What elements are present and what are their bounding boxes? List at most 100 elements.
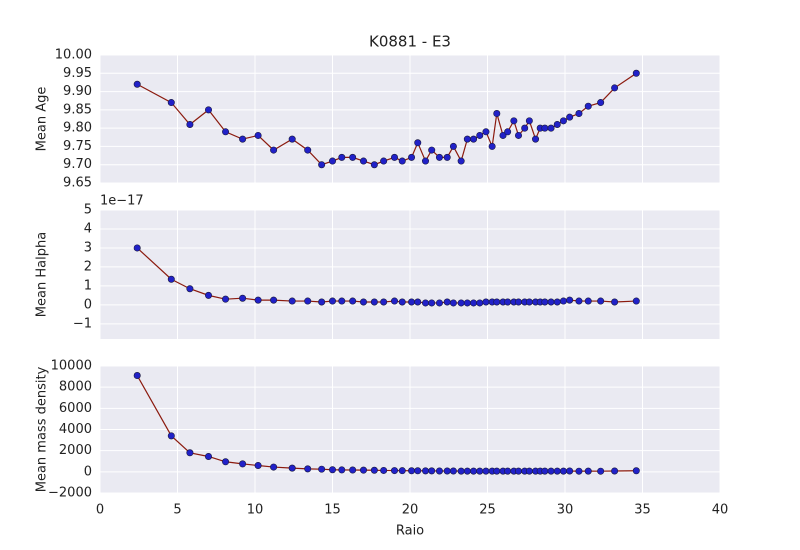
- data-point: [493, 467, 501, 475]
- data-point: [547, 467, 555, 475]
- y-tick-label: 3: [84, 240, 92, 255]
- y-tick-label: 8000: [59, 380, 92, 395]
- data-point: [304, 465, 312, 473]
- data-point: [443, 298, 451, 306]
- data-point: [133, 372, 141, 380]
- data-point: [370, 466, 378, 474]
- data-point: [597, 467, 605, 475]
- data-point: [380, 298, 388, 306]
- data-point: [167, 99, 175, 107]
- data-point: [553, 467, 561, 475]
- data-point: [390, 467, 398, 475]
- data-point: [421, 467, 429, 475]
- x-tick-label: 0: [96, 503, 104, 518]
- data-point: [270, 296, 278, 304]
- y-tick-label: 2000: [59, 443, 92, 458]
- data-point: [476, 467, 484, 475]
- data-point: [449, 299, 457, 307]
- data-point: [133, 80, 141, 88]
- data-point: [463, 299, 471, 307]
- data-point: [510, 117, 518, 125]
- data-point: [632, 467, 640, 475]
- data-point: [167, 432, 175, 440]
- y-tick-label: 9.90: [63, 84, 92, 99]
- data-point: [566, 296, 574, 304]
- y-tick-label: 9.95: [63, 66, 92, 81]
- y-tick-label: 5: [84, 203, 92, 218]
- data-point: [575, 297, 583, 305]
- data-point: [288, 464, 296, 472]
- data-point: [470, 299, 478, 307]
- data-point: [482, 128, 490, 136]
- y-tick-label: 9.70: [63, 157, 92, 172]
- x-axis-label: Raio: [396, 524, 424, 539]
- data-point: [504, 128, 512, 136]
- data-point: [359, 298, 367, 306]
- data-point: [575, 110, 583, 118]
- x-tick-label: 30: [557, 503, 574, 518]
- data-point: [398, 157, 406, 165]
- data-point: [239, 135, 247, 143]
- data-point: [254, 131, 262, 139]
- y-tick-label: 0: [84, 464, 92, 479]
- data-point: [514, 131, 522, 139]
- data-point: [414, 139, 422, 147]
- data-point: [521, 124, 529, 132]
- data-point: [428, 299, 436, 307]
- y-tick-label: 2: [84, 259, 92, 274]
- data-point: [482, 298, 490, 306]
- data-point: [457, 157, 465, 165]
- data-point: [359, 157, 367, 165]
- data-point: [553, 298, 561, 306]
- data-point: [421, 299, 429, 307]
- data-point: [167, 275, 175, 283]
- data-point: [398, 467, 406, 475]
- x-tick-label: 40: [712, 503, 729, 518]
- data-point: [328, 466, 336, 474]
- data-point: [443, 467, 451, 475]
- data-point: [435, 153, 443, 161]
- data-point: [525, 467, 533, 475]
- data-point: [318, 161, 326, 169]
- data-point: [349, 153, 357, 161]
- data-point: [457, 299, 465, 307]
- data-point: [525, 298, 533, 306]
- data-point: [435, 299, 443, 307]
- data-point: [575, 467, 583, 475]
- data-point: [611, 467, 619, 475]
- data-point: [390, 297, 398, 305]
- y-tick-label: 4000: [59, 422, 92, 437]
- data-point: [514, 298, 522, 306]
- data-point: [414, 298, 422, 306]
- data-point: [133, 244, 141, 252]
- data-point: [547, 298, 555, 306]
- data-point: [541, 124, 549, 132]
- data-point: [611, 298, 619, 306]
- data-point: [504, 467, 512, 475]
- offset-text: 1e−17: [100, 194, 144, 209]
- y-tick-label: 0: [84, 297, 92, 312]
- data-point: [186, 120, 194, 128]
- data-point: [611, 84, 619, 92]
- y-tick-label: 10.00: [55, 48, 92, 63]
- data-point: [449, 142, 457, 150]
- x-tick-label: 10: [247, 503, 264, 518]
- data-point: [566, 467, 574, 475]
- data-point: [457, 467, 465, 475]
- data-point: [443, 153, 451, 161]
- y-axis-label: Mean mass density: [35, 366, 50, 492]
- y-tick-label: 9.85: [63, 102, 92, 117]
- y-tick-label: 9.75: [63, 139, 92, 154]
- y-tick-label: 4: [84, 221, 92, 236]
- data-point: [304, 146, 312, 154]
- data-point: [525, 117, 533, 125]
- data-point: [380, 157, 388, 165]
- x-tick-label: 35: [634, 503, 651, 518]
- data-point: [349, 297, 357, 305]
- data-point: [328, 157, 336, 165]
- data-point: [476, 299, 484, 307]
- data-point: [370, 298, 378, 306]
- data-point: [288, 135, 296, 143]
- data-point: [359, 466, 367, 474]
